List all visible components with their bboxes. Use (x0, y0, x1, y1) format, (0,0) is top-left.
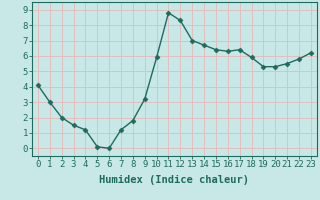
X-axis label: Humidex (Indice chaleur): Humidex (Indice chaleur) (100, 175, 249, 185)
